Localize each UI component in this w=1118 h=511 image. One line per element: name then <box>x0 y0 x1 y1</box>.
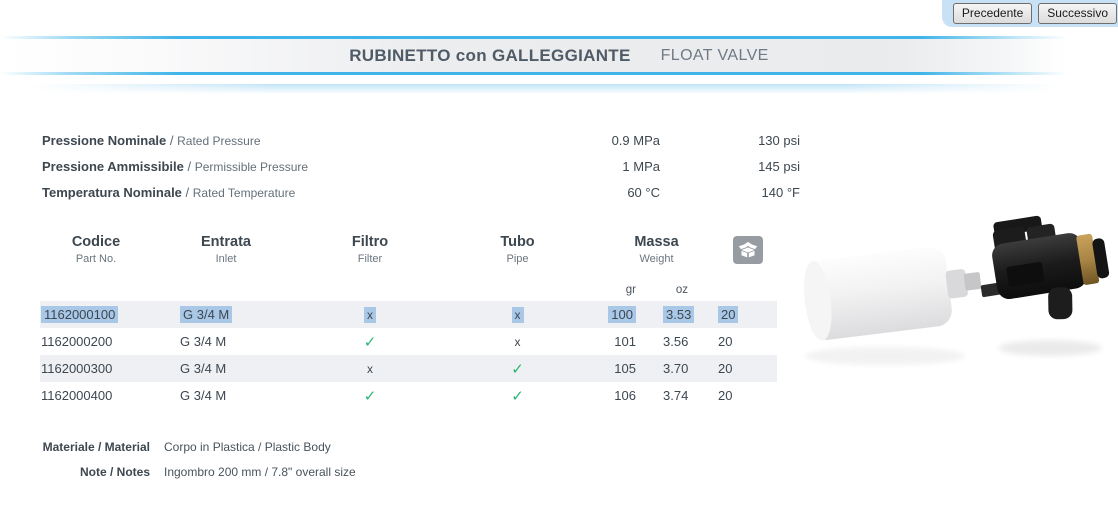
weight-grams-cell: 105 <box>614 361 636 376</box>
notes-value: Ingombro 200 mm / 7.8" overall size <box>164 465 356 479</box>
spec-value-imperial: 145 psi <box>758 158 800 174</box>
column-header-weight: Massa Weight <box>634 234 679 265</box>
notes-row: Note / Notes Ingombro 200 mm / 7.8" over… <box>38 465 356 479</box>
inlet-cell: G 3/4 M <box>180 334 227 349</box>
pipe-cell: ✓ <box>511 360 524 378</box>
pager-panel: Precedente Successivo <box>942 0 1118 27</box>
column-header-box-qty <box>718 233 777 279</box>
material-label: Materiale / Material <box>42 440 150 454</box>
filter-cell: x <box>367 362 373 376</box>
title-bar: RUBINETTO con GALLEGGIANTE FLOAT VALVE <box>0 36 1118 75</box>
weight-grams-cell: 106 <box>614 388 636 403</box>
spec-list: Pressione Nominale / Rated Pressure 0.9 … <box>42 127 800 205</box>
weight-ounces-cell: 3.74 <box>663 388 689 403</box>
inlet-cell: G 3/4 M <box>180 361 227 376</box>
title-bar-bottom-rule <box>0 72 1118 75</box>
part-number-cell: 1162000300 <box>41 361 113 376</box>
weight-ounces-cell: 3.56 <box>663 334 689 349</box>
box-quantity-cell: 20 <box>718 361 733 376</box>
part-number-cell: 1162000400 <box>41 388 113 403</box>
unit-label-grams: gr <box>625 284 636 296</box>
spec-row-rated-pressure: Pressione Nominale / Rated Pressure 0.9 … <box>42 132 800 148</box>
column-header-pipe: Tubo Pipe <box>500 234 535 265</box>
table-units-row: gr oz <box>40 279 777 301</box>
table-header: Codice Part No. Entrata Inlet Filtro Filter… <box>40 233 777 279</box>
part-number-cell: 1162000100 <box>40 306 152 323</box>
inlet-cell: G 3/4 M <box>152 306 300 323</box>
box-quantity-cell: 20 <box>718 388 733 403</box>
spec-label-en: Rated Temperature <box>192 185 296 200</box>
product-photo-float-valve <box>803 215 1110 365</box>
pipe-cell: x <box>514 335 521 349</box>
box-quantity-cell: 20 <box>718 334 733 349</box>
spec-row-permissible-pressure: Pressione Ammissibile / Permissible Pres… <box>42 158 800 174</box>
spec-value-metric: 1 MPa <box>622 158 660 174</box>
filter-cell: ✓ <box>363 387 377 405</box>
weight-ounces-cell: 3.70 <box>663 361 689 376</box>
inlet-cell: G 3/4 M <box>180 388 227 403</box>
column-header-part-no: Codice Part No. <box>71 234 121 265</box>
next-page-button[interactable]: Successivo <box>1038 3 1117 24</box>
open-box-icon <box>732 236 763 264</box>
unit-label-ounces: oz <box>675 284 688 296</box>
page-title-english: FLOAT VALVE <box>660 46 769 64</box>
title-bar-reflection <box>0 84 1118 94</box>
spec-value-metric: 0.9 MPa <box>611 132 660 148</box>
spec-label-it: Pressione Nominale <box>42 132 167 148</box>
filter-cell: ✓ <box>363 333 377 351</box>
spec-value-metric: 60 °C <box>627 184 660 200</box>
previous-page-button[interactable]: Precedente <box>952 3 1033 24</box>
box-quantity-cell: 20 <box>718 306 777 323</box>
spec-value-imperial: 140 °F <box>761 184 800 200</box>
title-bar-top-rule <box>0 36 1118 39</box>
spec-label-en: Permissible Pressure <box>194 159 309 174</box>
weight-grams-cell: 101 <box>614 334 636 349</box>
footer-notes: Materiale / Material Corpo in Plastica /… <box>38 440 356 490</box>
table-row[interactable]: 1162000200 G 3/4 M ✓ x 101 3.56 20 <box>40 328 777 355</box>
table-row[interactable]: 1162000400 G 3/4 M ✓ ✓ 106 3.74 20 <box>40 382 777 409</box>
pipe-cell: x <box>440 307 595 323</box>
page-title-italian: RUBINETTO con GALLEGGIANTE <box>349 45 631 65</box>
spec-label-it: Temperatura Nominale <box>42 184 182 200</box>
weight-ounces-cell: 3.53 <box>663 306 718 323</box>
product-table: Codice Part No. Entrata Inlet Filtro Filter… <box>40 233 777 409</box>
column-header-filter: Filtro Filter <box>351 234 389 265</box>
weight-grams-cell: 100 <box>595 306 663 323</box>
material-value: Corpo in Plastica / Plastic Body <box>164 440 331 454</box>
filter-cell: x <box>300 307 440 323</box>
spec-value-imperial: 130 psi <box>758 132 800 148</box>
table-row[interactable]: 1162000300 G 3/4 M x ✓ 105 3.70 20 <box>40 355 777 382</box>
spec-row-rated-temperature: Temperatura Nominale / Rated Temperature… <box>42 184 800 200</box>
pipe-cell: ✓ <box>511 387 524 405</box>
column-header-inlet: Entrata Inlet <box>201 234 251 265</box>
spec-label-en: Rated Pressure <box>177 133 261 148</box>
material-row: Materiale / Material Corpo in Plastica /… <box>38 440 356 454</box>
part-number-cell: 1162000200 <box>41 334 113 349</box>
notes-label: Note / Notes <box>79 465 150 479</box>
spec-label-it: Pressione Ammissibile <box>42 158 184 174</box>
